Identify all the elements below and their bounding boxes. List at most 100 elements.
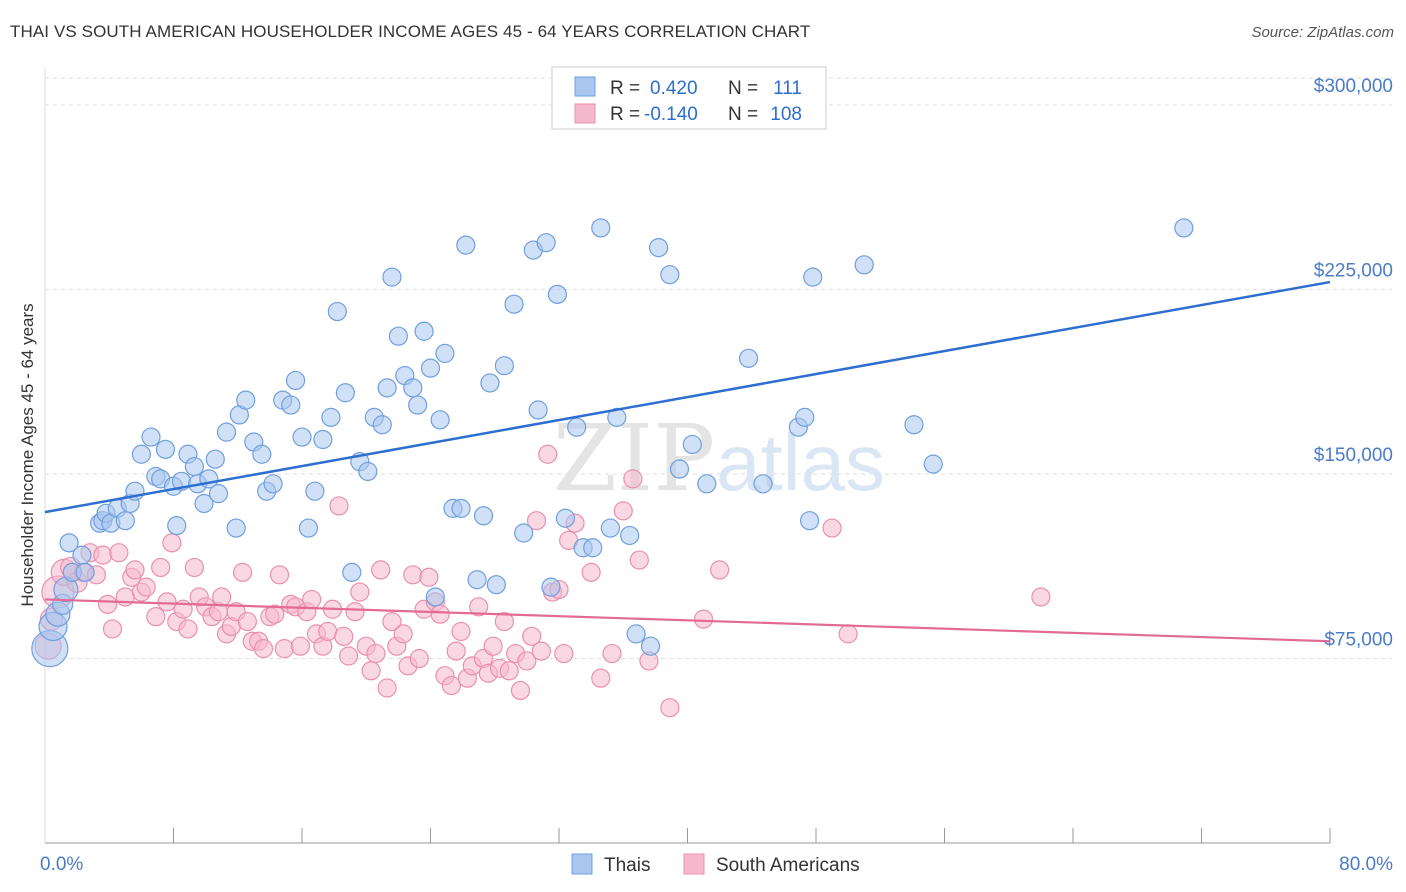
thais-point [626, 624, 646, 644]
south-americans-point [710, 560, 730, 580]
south-americans-point [554, 643, 574, 664]
south-americans-point [581, 562, 601, 582]
x-tick-label-max: 80.0% [1339, 854, 1393, 875]
south-americans-point [253, 639, 274, 659]
thais-point [59, 533, 79, 553]
south-americans-point [451, 621, 471, 642]
south-americans-point [469, 597, 489, 617]
thais-point [682, 434, 702, 455]
south-americans-point [178, 619, 198, 639]
south-americans-point [98, 594, 118, 614]
thais-point [305, 481, 325, 501]
thais-point [583, 538, 603, 558]
thais-point [536, 233, 556, 253]
thais-point [660, 265, 680, 285]
thais-point [342, 562, 362, 582]
south-americans-point [419, 567, 439, 587]
south-americans-point [157, 592, 177, 612]
thais-point [335, 383, 355, 403]
thais-point [377, 378, 397, 398]
south-americans-point [125, 560, 145, 580]
thais-point [591, 218, 611, 238]
stats-legend-thai-swatch [574, 76, 596, 97]
south-americans-point [350, 582, 370, 602]
thais-point [216, 422, 237, 442]
south-americans-point [265, 604, 285, 624]
south-americans-point [269, 565, 290, 585]
south-americans-point [382, 611, 402, 632]
south-americans-point [517, 651, 537, 671]
thais-point [408, 395, 428, 415]
stats-legend: R = 0.420 N = 111 R = -0.140 N = 108 [551, 66, 827, 130]
thais-point [738, 348, 759, 368]
thais-point [451, 498, 471, 518]
thais-point [414, 321, 434, 341]
stats-legend-sa-r-label: R = [610, 104, 640, 125]
thais-points [31, 218, 1194, 668]
thais-point [528, 400, 548, 420]
thais-point [72, 545, 92, 565]
south-americans-point [162, 533, 182, 553]
thais-point [456, 235, 476, 255]
south-americans-point [623, 469, 643, 489]
thais-point [547, 284, 567, 304]
thais-point [795, 407, 815, 427]
south-americans-point [232, 562, 253, 582]
thais-point [208, 484, 229, 504]
south-americans-point [274, 639, 294, 659]
thais-point [799, 511, 820, 531]
south-americans-point [361, 661, 381, 681]
south-americans-point [510, 680, 531, 701]
y-tick-label: $225,000 [1314, 260, 1393, 281]
thais-point [514, 523, 534, 543]
x-axis [44, 828, 1331, 844]
thais-point [803, 267, 823, 287]
thais-point [923, 454, 943, 474]
south-americans-point [1031, 587, 1051, 607]
south-americans-point [499, 661, 519, 681]
thais-point [327, 301, 347, 322]
thais-point [425, 587, 445, 607]
legend-thais-swatch [571, 853, 593, 875]
source-label: Source: ZipAtlas.com [1251, 24, 1394, 41]
south-americans-point [184, 557, 204, 578]
thais-point [648, 238, 669, 258]
south-americans-point [838, 624, 858, 644]
thais-point [555, 508, 576, 528]
thais-point [321, 407, 341, 427]
south-americans-point [146, 607, 166, 627]
thais-point [403, 378, 423, 398]
thais-point [75, 562, 95, 582]
south-americans-point [338, 646, 359, 666]
thais-point [184, 456, 204, 477]
x-tick-marks [44, 828, 1331, 843]
south-americans-point [329, 496, 349, 516]
thais-point [141, 427, 161, 447]
y-tick-labels: $75,000 $150,000 $225,000 $300,000 [1314, 76, 1393, 651]
thais-point [541, 577, 561, 597]
thais-point [435, 343, 455, 363]
south-americans-point [531, 641, 551, 661]
south-americans-point [660, 698, 680, 718]
south-americans-point [290, 636, 310, 656]
south-americans-point [613, 501, 633, 521]
thais-point [480, 373, 500, 393]
legend-south-americans-label: South Americans [716, 855, 860, 876]
south-americans-point [393, 624, 413, 644]
south-americans-point [494, 611, 514, 632]
south-americans-point [212, 587, 232, 607]
thais-point [904, 415, 924, 435]
south-americans-point [629, 550, 649, 570]
thais-point [131, 444, 151, 464]
y-tick-label: $75,000 [1324, 629, 1393, 650]
south-americans-point [430, 604, 450, 624]
south-americans-point [151, 557, 171, 578]
south-americans-point [371, 560, 391, 580]
chart-title: THAI VS SOUTH AMERICAN HOUSEHOLDER INCOM… [10, 22, 811, 41]
thais-point [1174, 218, 1194, 238]
south-americans-point [345, 602, 365, 622]
thais-point [753, 474, 773, 494]
south-americans-point [237, 611, 257, 632]
